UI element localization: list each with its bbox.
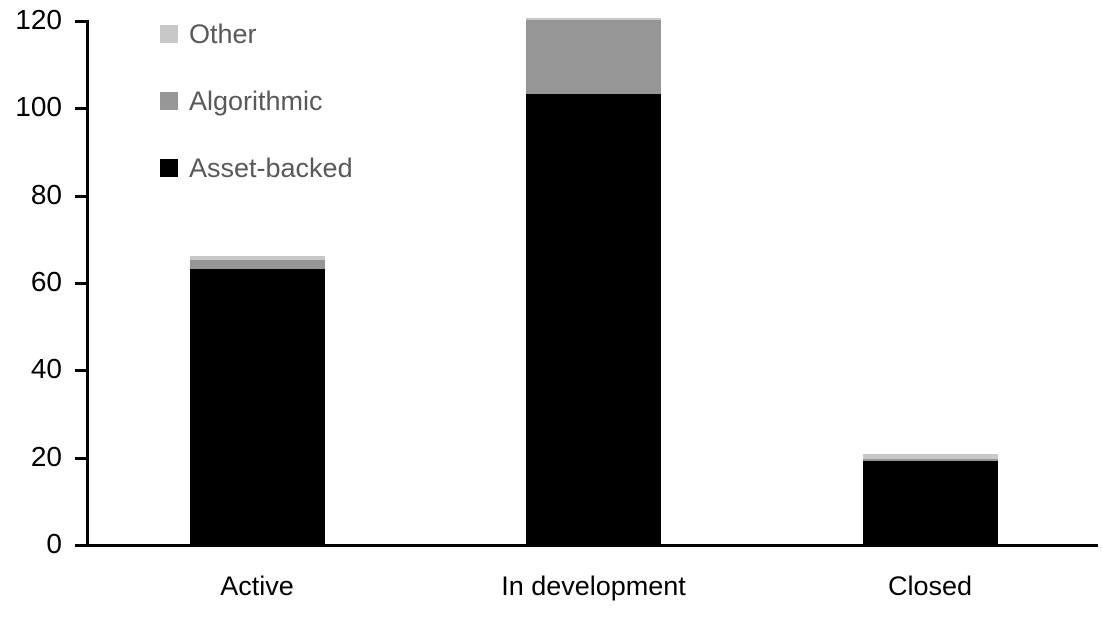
y-tick: [75, 194, 89, 198]
legend-label: Other: [189, 19, 257, 49]
y-tick-label: 20: [30, 440, 62, 472]
y-tick: [75, 369, 89, 373]
y-tick-label: 80: [30, 178, 62, 210]
bar-segment-algorithmic-in-development: [526, 20, 661, 95]
y-tick-label: 40: [30, 353, 62, 385]
legend-swatch-icon: [160, 92, 178, 110]
y-tick: [75, 544, 89, 547]
legend-swatch-icon: [160, 25, 178, 43]
bar-segment-asset-backed-active: [189, 268, 325, 544]
legend-label: Asset-backed: [189, 153, 353, 183]
y-tick: [75, 456, 89, 460]
legend-swatch-icon: [160, 159, 178, 177]
y-tick-label: 100: [15, 91, 62, 123]
legend-item-other: Other: [160, 18, 257, 50]
y-tick: [75, 282, 89, 285]
x-category-label: Closed: [887, 571, 973, 601]
legend-item-algorithmic: Algorithmic: [160, 85, 323, 117]
x-category-label: In development: [501, 571, 686, 601]
x-axis-line: [75, 544, 1098, 547]
y-tick-label: 120: [15, 4, 62, 35]
bar-segment-algorithmic-active: [189, 260, 325, 269]
y-tick: [75, 107, 89, 111]
bar-segment-asset-backed-closed: [862, 461, 998, 544]
y-tick: [75, 20, 89, 23]
legend-label: Algorithmic: [189, 86, 323, 116]
legend-item-asset-backed: Asset-backed: [160, 152, 353, 184]
bar-segment-asset-backed-in-development: [526, 94, 661, 544]
y-tick-label: 60: [30, 266, 62, 297]
bar-segment-other-active: [189, 255, 325, 261]
x-category-label: Active: [220, 571, 294, 601]
y-tick-label: 0: [46, 528, 62, 559]
bar-segment-other-in-development: [526, 17, 661, 20]
bar-segment-algorithmic-closed: [862, 458, 998, 462]
bar-segment-other-closed: [862, 454, 998, 459]
